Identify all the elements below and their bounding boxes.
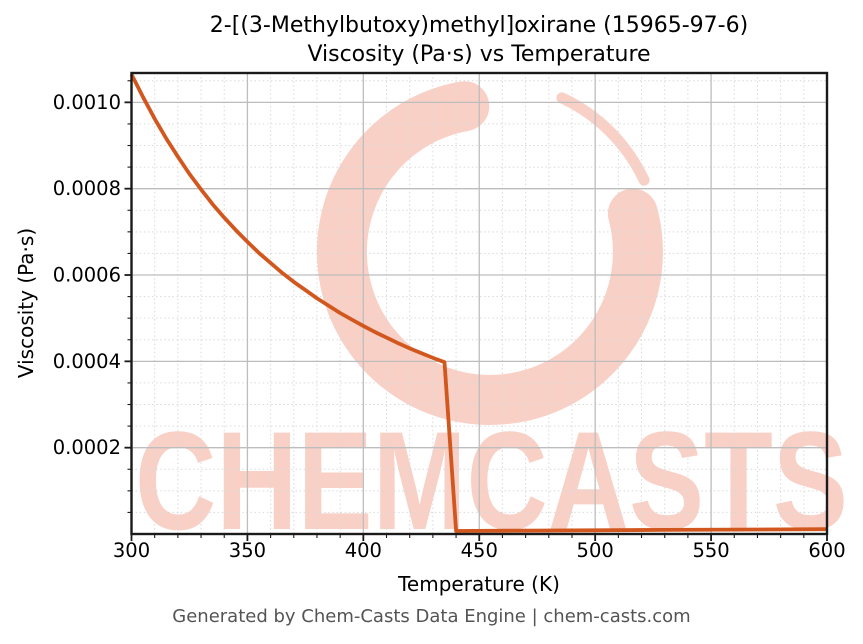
- x-tick-label: 450: [461, 539, 498, 562]
- watermark-text: CHEMCASTS: [135, 402, 848, 559]
- x-axis-label: Temperature (K): [398, 572, 560, 596]
- x-tick-label: 500: [577, 539, 614, 562]
- x-tick-label: 300: [113, 539, 150, 562]
- y-tick-labels: 0.0002 0.0004 0.0006 0.0008 0.0010: [53, 91, 121, 459]
- watermark-logo-tail-icon: [556, 92, 650, 186]
- y-tick-label: 0.0010: [53, 91, 121, 114]
- footer-credit: Generated by Chem-Casts Data Engine | ch…: [172, 606, 691, 627]
- x-tick-label: 400: [345, 539, 382, 562]
- chart-title: 2-[(3-Methylbutoxy)methyl]oxirane (15965…: [131, 11, 827, 69]
- series-viscosity: [129, 73, 828, 533]
- axis-ticks: [124, 80, 828, 541]
- x-tick-label: 550: [692, 539, 729, 562]
- chart-title-line1: 2-[(3-Methylbutoxy)methyl]oxirane (15965…: [209, 13, 749, 38]
- y-tick-label: 0.0004: [53, 350, 121, 373]
- x-tick-label: 350: [229, 539, 266, 562]
- x-tick-label: 600: [808, 539, 845, 562]
- watermark: CHEMCASTS: [135, 81, 848, 559]
- viscosity-curve: [129, 73, 828, 533]
- y-axis-label: Viscosity (Pa·s): [14, 227, 38, 379]
- x-tick-labels: 300 350 400 450 500 550 600: [113, 539, 846, 562]
- y-tick-label: 0.0002: [53, 436, 121, 459]
- chart-title-line2: Viscosity (Pa·s) vs Temperature: [307, 42, 651, 68]
- watermark-logo-icon: [316, 81, 663, 425]
- y-tick-label: 0.0008: [53, 177, 121, 200]
- y-tick-label: 0.0006: [53, 264, 121, 287]
